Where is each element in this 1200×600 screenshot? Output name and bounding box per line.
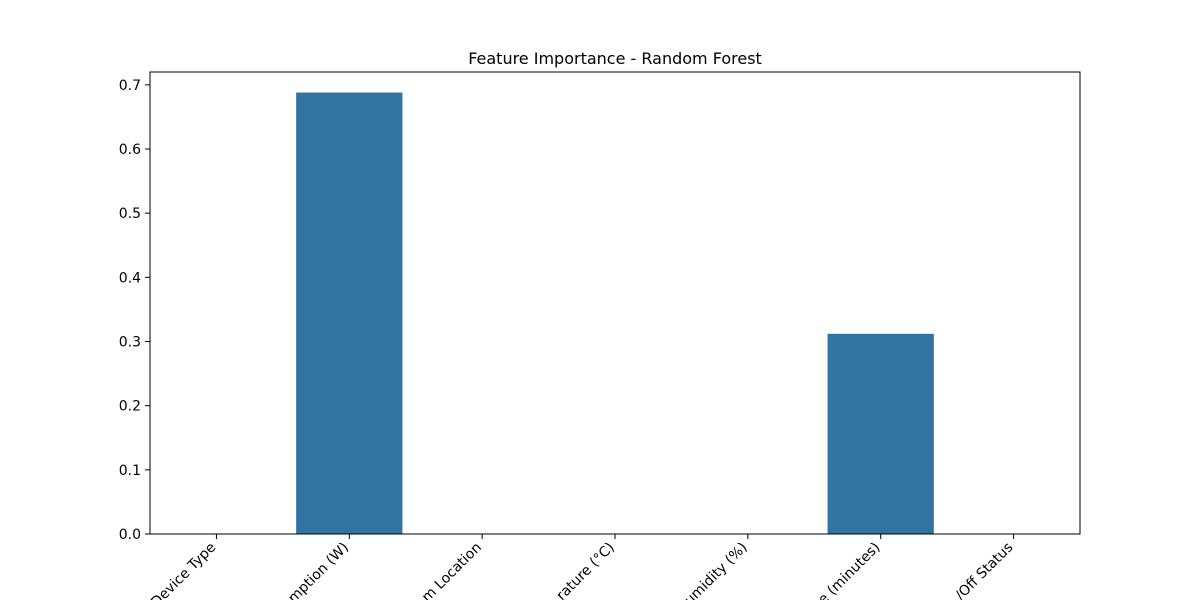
x-tick-label: Device Type <box>148 540 219 600</box>
y-tick-label: 0.3 <box>119 335 141 351</box>
plot-area: 0.0 0.1 0.2 0.3 0.4 0.5 0.6 0.7 Device Type mptio… <box>119 71 1081 600</box>
bar <box>827 333 934 534</box>
y-tick-label: 0.6 <box>119 142 141 158</box>
x-tick-label: e (minutes) <box>815 540 883 600</box>
x-tick-label: m Location <box>419 540 485 600</box>
bar <box>296 92 403 535</box>
chart-title: Feature Importance - Random Forest <box>468 49 762 68</box>
y-tick-label: 0.0 <box>119 527 141 543</box>
x-tick-label: /Off Status <box>952 540 1016 600</box>
y-tick-label: 0.7 <box>119 78 141 94</box>
x-tick-label: rature (°C) <box>554 540 618 600</box>
x-tick-label: umidity (%) <box>682 540 751 600</box>
y-tick-label: 0.5 <box>119 206 141 222</box>
y-tick-label: 0.4 <box>119 270 141 286</box>
y-tick-label: 0.1 <box>119 463 141 479</box>
y-tick-label: 0.2 <box>119 399 141 415</box>
x-tick-label: mption (W) <box>285 540 352 600</box>
axes-frame <box>149 71 1081 535</box>
